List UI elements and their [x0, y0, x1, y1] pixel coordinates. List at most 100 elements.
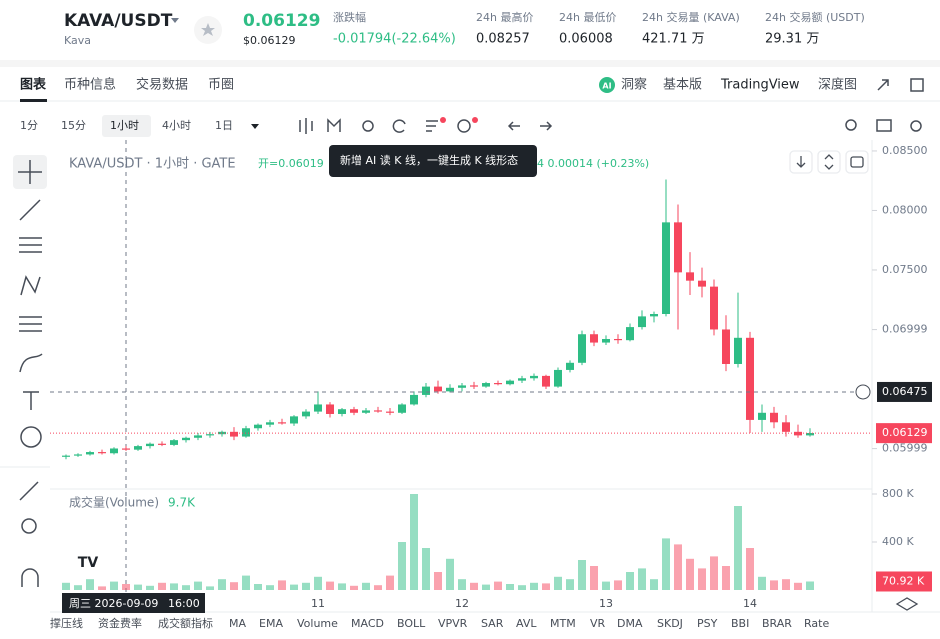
expand-icon[interactable]	[877, 79, 889, 91]
tab[interactable]: 币种信息	[64, 77, 116, 93]
crosshair-price-badge	[877, 381, 932, 402]
candle-body	[446, 387, 454, 392]
right-tab[interactable]: 深度图	[818, 77, 857, 93]
stat-label: 24h 最低价	[559, 11, 616, 24]
collapse-icon	[824, 154, 834, 170]
add-icon[interactable]	[457, 119, 471, 133]
crosshair-time: 16:00	[168, 597, 200, 610]
right-tab[interactable]: 洞察	[621, 78, 647, 93]
pattern-tool[interactable]	[20, 275, 41, 296]
text-tool[interactable]	[23, 391, 39, 410]
volume-bar	[542, 583, 550, 590]
template-icon[interactable]	[426, 120, 438, 132]
pair-dropdown[interactable]	[171, 18, 179, 23]
stat-value: 0.08257	[476, 32, 530, 47]
indicator[interactable]: PSY	[697, 617, 718, 630]
y-tick-label: 0.07500	[882, 263, 928, 276]
indicator[interactable]: 成交额指标	[158, 616, 213, 630]
magnet-tool[interactable]	[21, 568, 39, 587]
volume-bar	[254, 584, 262, 590]
redo-icon[interactable]	[540, 121, 553, 131]
candle-body	[554, 369, 562, 387]
scroll-button[interactable]	[789, 150, 813, 174]
interval[interactable]: 15分	[61, 119, 86, 132]
volume-bar	[530, 582, 538, 590]
candle-body	[422, 386, 430, 395]
candle-body	[98, 452, 106, 454]
indicator[interactable]: AVL	[516, 617, 537, 630]
trendline-tool[interactable]	[19, 199, 41, 221]
window-icon[interactable]	[910, 78, 924, 92]
candle-body	[290, 416, 298, 424]
tab[interactable]: 币圈	[208, 78, 234, 93]
camera-icon[interactable]	[876, 119, 892, 132]
indicator[interactable]: SAR	[481, 617, 504, 630]
indicator[interactable]: DMA	[617, 617, 643, 630]
candle-body	[86, 452, 94, 455]
volume-bar	[182, 585, 190, 590]
x-tick-label: 12	[455, 597, 469, 610]
dynamic-layer: 涨跌幅 -0.01794(-22.64%) 24h 最高价 0.08257 24h 最低…	[20, 10, 932, 630]
indicator[interactable]: VR	[590, 617, 606, 630]
right-tab[interactable]: 基本版	[663, 78, 702, 93]
star-icon	[201, 23, 215, 36]
indicator[interactable]: 资金费率	[98, 616, 142, 630]
tab[interactable]: 图表	[20, 77, 47, 93]
fib-tool[interactable]	[19, 237, 42, 253]
tv-logo: TV	[78, 555, 99, 571]
crosshair-price: 0.06475	[882, 385, 928, 398]
alert-icon[interactable]	[362, 120, 374, 132]
brush-tool[interactable]	[19, 353, 43, 373]
settings-icon[interactable]	[910, 120, 922, 132]
pair[interactable]: KAVA/USDT	[64, 11, 173, 31]
collapse-button[interactable]	[817, 150, 841, 174]
stat-label: 涨跌幅	[333, 10, 366, 24]
zoom-tool[interactable]	[21, 518, 37, 534]
volume-bar	[62, 582, 70, 590]
indicator[interactable]: SKDJ	[657, 617, 683, 630]
interval[interactable]: 1分	[20, 119, 38, 132]
crosshair-tool[interactable]	[18, 160, 42, 184]
candle-body	[722, 329, 730, 364]
measure-tool[interactable]	[19, 481, 39, 501]
indicator[interactable]: Rate	[804, 617, 829, 630]
indicator[interactable]: MACD	[351, 617, 384, 630]
undo-icon[interactable]	[507, 121, 520, 131]
right-tab[interactable]: TradingView	[720, 78, 800, 93]
indicator[interactable]: VPVR	[438, 617, 468, 630]
search-icon[interactable]	[845, 119, 857, 131]
volume-bar	[242, 575, 250, 590]
indicator[interactable]: EMA	[259, 617, 283, 630]
volume-bar	[350, 585, 358, 590]
settings-bottom-icon[interactable]	[895, 597, 919, 611]
stat-value: -0.01794(-22.64%)	[333, 32, 456, 47]
fullscreen-button[interactable]	[845, 150, 869, 174]
indicator-icon[interactable]	[327, 118, 341, 132]
candle-body	[686, 272, 694, 281]
interval-dropdown[interactable]	[251, 124, 259, 129]
volume-bar	[470, 582, 478, 590]
indicator[interactable]: BRAR	[762, 617, 792, 630]
candle-body	[734, 337, 742, 364]
tab[interactable]: 交易数据	[136, 77, 188, 93]
open-price: 开=0.06019	[258, 157, 324, 170]
indicator[interactable]: BBI	[731, 617, 749, 630]
interval[interactable]: 1日	[215, 119, 233, 132]
y-tick-label: 0.05999	[882, 442, 928, 455]
active-interval-bg	[102, 115, 151, 137]
volume-bar	[398, 542, 406, 590]
indicator[interactable]: 撑压线	[50, 616, 83, 630]
candle-body	[458, 385, 466, 388]
indicator[interactable]: BOLL	[397, 617, 426, 630]
indicator[interactable]: MTM	[550, 617, 576, 630]
indicator[interactable]: Volume	[297, 617, 338, 630]
indicator[interactable]: MA	[229, 617, 246, 630]
add-alert-button[interactable]	[855, 384, 871, 400]
candle-type-icon[interactable]	[299, 118, 313, 134]
projection-tool[interactable]	[19, 316, 42, 332]
interval[interactable]: 4小时	[162, 119, 191, 132]
emoji-tool[interactable]	[20, 426, 42, 448]
replay-icon[interactable]	[392, 119, 406, 133]
interval[interactable]: 1小时	[110, 119, 139, 132]
volume-bar	[566, 579, 574, 590]
